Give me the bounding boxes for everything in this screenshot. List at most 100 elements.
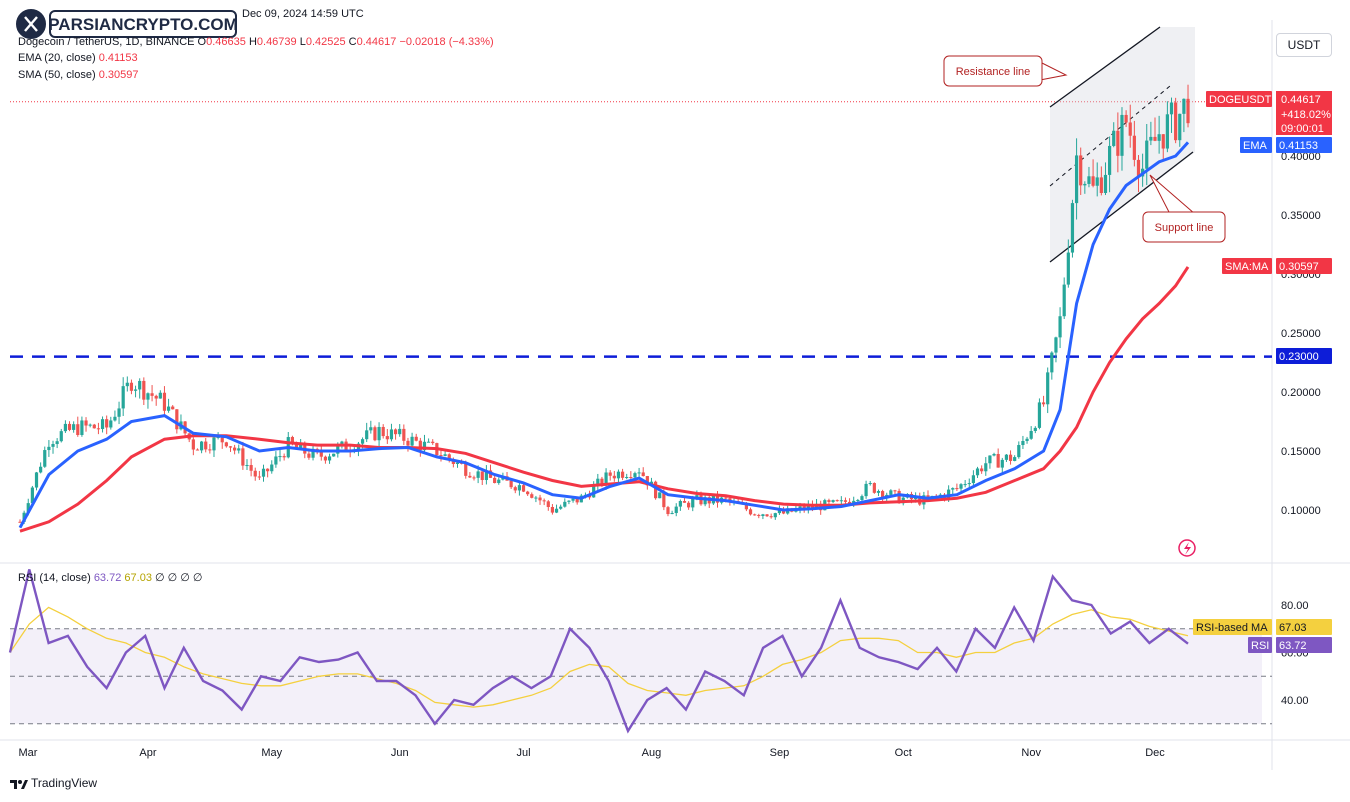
watermark-text: PARSIANCRYPTO.COM bbox=[48, 15, 238, 34]
ema-legend[interactable]: EMA (20, close) 0.41153 bbox=[18, 52, 138, 64]
time-axis-label: Mar bbox=[19, 747, 38, 759]
rsi-legend-label: RSI (14, close) bbox=[18, 572, 91, 584]
candle-body bbox=[146, 393, 150, 400]
candle-body bbox=[18, 521, 22, 523]
candle-body bbox=[105, 419, 109, 428]
candle-body bbox=[1136, 159, 1141, 177]
candle-body bbox=[80, 420, 84, 435]
candle-body bbox=[125, 382, 129, 387]
candle-body bbox=[476, 471, 480, 478]
time-axis-label: Aug bbox=[642, 747, 662, 759]
sma-value-tag-text: 0.30597 bbox=[1279, 261, 1319, 273]
tradingview-icon bbox=[10, 776, 28, 790]
candle-body bbox=[228, 446, 233, 448]
candle-body bbox=[806, 504, 810, 511]
candle-body bbox=[616, 471, 621, 479]
time-axis-label: Oct bbox=[895, 747, 912, 759]
candle-body bbox=[1095, 177, 1099, 186]
candle-body bbox=[1017, 445, 1021, 458]
resistance-callout-box bbox=[943, 55, 1043, 87]
candle-body bbox=[59, 431, 63, 442]
rsi-name-tag-bg bbox=[1248, 637, 1272, 653]
currency-button[interactable]: USDT bbox=[1276, 33, 1332, 57]
candle-body bbox=[96, 428, 101, 430]
candle-body bbox=[753, 514, 757, 516]
candle-body bbox=[1099, 177, 1103, 194]
tradingview-logo[interactable]: TradingView bbox=[10, 776, 97, 790]
price-tick-label: 0.40000 bbox=[1281, 151, 1321, 163]
candle-body bbox=[608, 472, 612, 476]
candle-body bbox=[138, 380, 142, 390]
candle-body bbox=[897, 490, 901, 504]
candle-body bbox=[1178, 113, 1182, 141]
candle-body bbox=[947, 489, 951, 499]
candle-body bbox=[860, 496, 864, 500]
candle-body bbox=[951, 488, 955, 490]
price-tick-label: 0.20000 bbox=[1281, 387, 1321, 399]
candle-body bbox=[546, 501, 550, 508]
candle-body bbox=[843, 500, 848, 502]
candle-body bbox=[1112, 130, 1116, 146]
candle-body bbox=[39, 466, 43, 473]
candle-body bbox=[847, 501, 852, 504]
candle-body bbox=[691, 498, 695, 508]
ohlc-legend: Dogecoin / TetherUS, 1D, BINANCE O0.4663… bbox=[18, 36, 494, 48]
candle-body bbox=[1013, 457, 1017, 461]
candle-body bbox=[1008, 454, 1013, 461]
candle-body bbox=[447, 454, 451, 460]
candle-body bbox=[431, 441, 435, 444]
price-tick-label: 0.10000 bbox=[1281, 505, 1321, 517]
candle-body bbox=[327, 456, 332, 461]
candle-body bbox=[1004, 454, 1009, 460]
ema-legend-label: EMA (20, close) bbox=[18, 52, 96, 64]
candle-body bbox=[666, 507, 670, 515]
candle-body bbox=[670, 513, 674, 515]
candle-body bbox=[150, 393, 154, 396]
candle-body bbox=[1108, 145, 1112, 175]
resistance-callout-tail bbox=[1039, 61, 1068, 81]
lightning-icon bbox=[1178, 539, 1196, 557]
candle-body bbox=[1000, 459, 1004, 468]
support-callout-text: Support line bbox=[1155, 222, 1214, 234]
sma-value-tag-bg bbox=[1276, 258, 1332, 274]
candle-body bbox=[162, 392, 167, 411]
resistance-callout: Resistance line bbox=[943, 55, 1068, 87]
candle-body bbox=[633, 473, 637, 478]
time-axis-label: Jun bbox=[391, 747, 409, 759]
watermark-logo: PARSIANCRYPTO.COM bbox=[8, 5, 238, 43]
candle-body bbox=[261, 468, 266, 477]
ema-name-tag: EMA bbox=[1240, 137, 1272, 153]
rsi-legend[interactable]: RSI (14, close) 63.72 67.03 ∅ ∅ ∅ ∅ bbox=[18, 571, 203, 584]
candle-body bbox=[455, 462, 460, 464]
candle-body bbox=[757, 515, 761, 517]
candle-body bbox=[241, 448, 245, 466]
candle-body bbox=[1165, 114, 1169, 149]
candle-body bbox=[971, 475, 975, 484]
candle-body bbox=[109, 420, 113, 428]
candle-body bbox=[1091, 176, 1095, 186]
ohlc-low-label: L bbox=[299, 36, 306, 48]
candle-body bbox=[839, 500, 843, 502]
candle-body bbox=[1120, 114, 1124, 156]
rsi-value-tag-text: 63.72 bbox=[1279, 640, 1307, 652]
rsi-ma-name-tag-text: RSI-based MA bbox=[1196, 622, 1268, 634]
candle-body bbox=[1050, 352, 1054, 373]
candle-body bbox=[959, 484, 963, 489]
candle-body bbox=[299, 442, 303, 449]
candle-body bbox=[402, 428, 406, 441]
candle-body bbox=[984, 463, 988, 472]
candle-body bbox=[171, 406, 175, 410]
symbol-name-tag-bg bbox=[1206, 91, 1272, 107]
candle-body bbox=[1174, 102, 1178, 141]
candle-body bbox=[530, 494, 534, 498]
candle-body bbox=[620, 471, 625, 478]
sma-legend[interactable]: SMA (50, close) 0.30597 bbox=[18, 69, 138, 81]
candle-body bbox=[464, 463, 468, 476]
candle-body bbox=[612, 475, 616, 479]
time-axis-label: Jul bbox=[516, 747, 530, 759]
time-axis-label: Dec bbox=[1145, 747, 1165, 759]
candle-body bbox=[117, 408, 121, 417]
candle-body bbox=[876, 491, 881, 493]
